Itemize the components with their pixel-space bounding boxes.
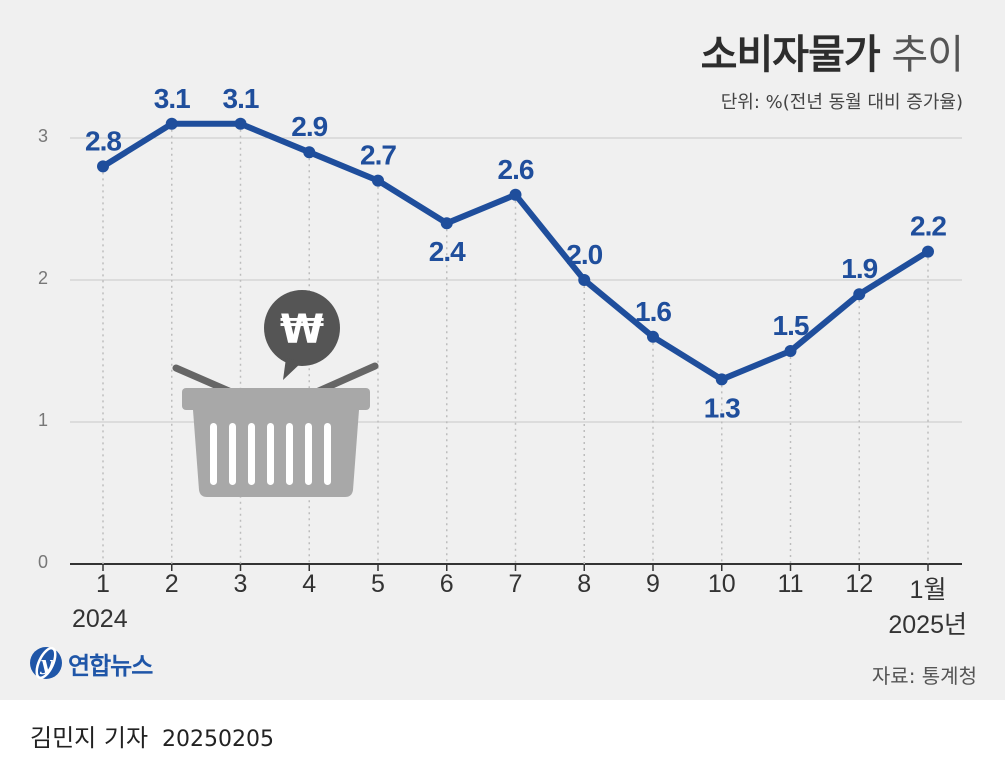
line-chart: ₩ 2.83.1 3.12.92.72.42.62.01.61.31.: [70, 83, 962, 571]
reporter-name: 김민지 기자: [30, 724, 149, 752]
x-tick-label: 9: [646, 570, 660, 598]
data-points: [97, 117, 934, 386]
shopping-basket-icon: ₩: [172, 290, 379, 497]
data-point: [97, 160, 109, 173]
won-bubble-icon: ₩: [264, 290, 340, 380]
x-tick-label: 12: [845, 570, 874, 598]
data-label: 2.9: [291, 111, 327, 142]
title-main: 소비자물가: [700, 32, 881, 78]
chart-background: ₩ 2.8 3.1 3.1 2.9 2.7 2.4 2.6 2.0 1.6 1.3 1.: [0, 0, 1005, 700]
x-tick-label: 2: [164, 570, 179, 598]
x-tick-label: 5: [371, 570, 385, 598]
data-point: [578, 274, 591, 286]
data-label: 3.1: [154, 83, 190, 114]
data-label: 1.3: [704, 392, 740, 423]
data-label: 1.9: [841, 253, 877, 284]
svg-text:₩: ₩: [280, 307, 324, 353]
yonhap-globe-icon: y: [30, 646, 62, 680]
data-point: [647, 330, 659, 343]
y-tick-label: 2: [38, 268, 49, 288]
data-point: [715, 373, 728, 386]
chart-title: 소비자물가 추이: [700, 22, 964, 80]
x-tick-label: 3: [233, 570, 248, 598]
publish-date: 20250205: [162, 727, 275, 752]
data-point: [922, 245, 934, 258]
data-point: [440, 217, 453, 230]
x-tick-label: 7: [508, 570, 523, 598]
y-tick-label: 3: [38, 126, 49, 146]
credit-line: 김민지 기자 20250205: [30, 718, 274, 753]
y-tick-label: 1: [38, 410, 49, 430]
year-end-label: 2025년: [888, 611, 967, 639]
x-tick-label: 6: [439, 570, 454, 598]
data-label: 3.1: [223, 83, 259, 114]
data-label: 1.5: [773, 310, 809, 341]
data-labels: 2.8 3.1 3.1 2.9 2.7 2.4 2.6 2.0 1.6 1.3 1.5 1.9 2.2: [85, 83, 947, 424]
data-label: 2.0: [566, 239, 602, 270]
data-label: 2.4: [429, 236, 466, 267]
data-point: [372, 174, 384, 187]
data-point: [784, 345, 797, 357]
data-point: [509, 188, 522, 201]
x-tick-label: 8: [577, 570, 592, 598]
svg-text:y: y: [39, 651, 53, 675]
data-label: 2.2: [910, 211, 946, 242]
data-point: [853, 288, 866, 301]
year-start-label: 2024: [72, 605, 128, 633]
yonhap-logo: y 연합뉴스: [28, 645, 153, 681]
x-tick-label: 1월: [909, 576, 947, 604]
data-label: 2.6: [498, 154, 534, 185]
data-label: 2.8: [85, 125, 121, 156]
x-tick-label: 1: [96, 570, 110, 598]
data-label: 1.6: [635, 296, 671, 327]
source-label: 자료: 통계청: [871, 664, 977, 688]
logo-text: 연합뉴스: [68, 651, 153, 680]
title-sub: 추이: [891, 32, 964, 78]
data-point: [303, 146, 316, 159]
data-label: 2.7: [360, 140, 396, 171]
x-tick-label: 11: [777, 570, 804, 598]
data-point: [165, 117, 178, 130]
x-tick-label: 4: [302, 570, 317, 598]
y-tick-label: 0: [38, 552, 49, 572]
unit-label: 단위: %(전년 동월 대비 증가율): [720, 92, 963, 113]
x-tick-label: 10: [707, 570, 736, 598]
data-point: [234, 117, 247, 130]
